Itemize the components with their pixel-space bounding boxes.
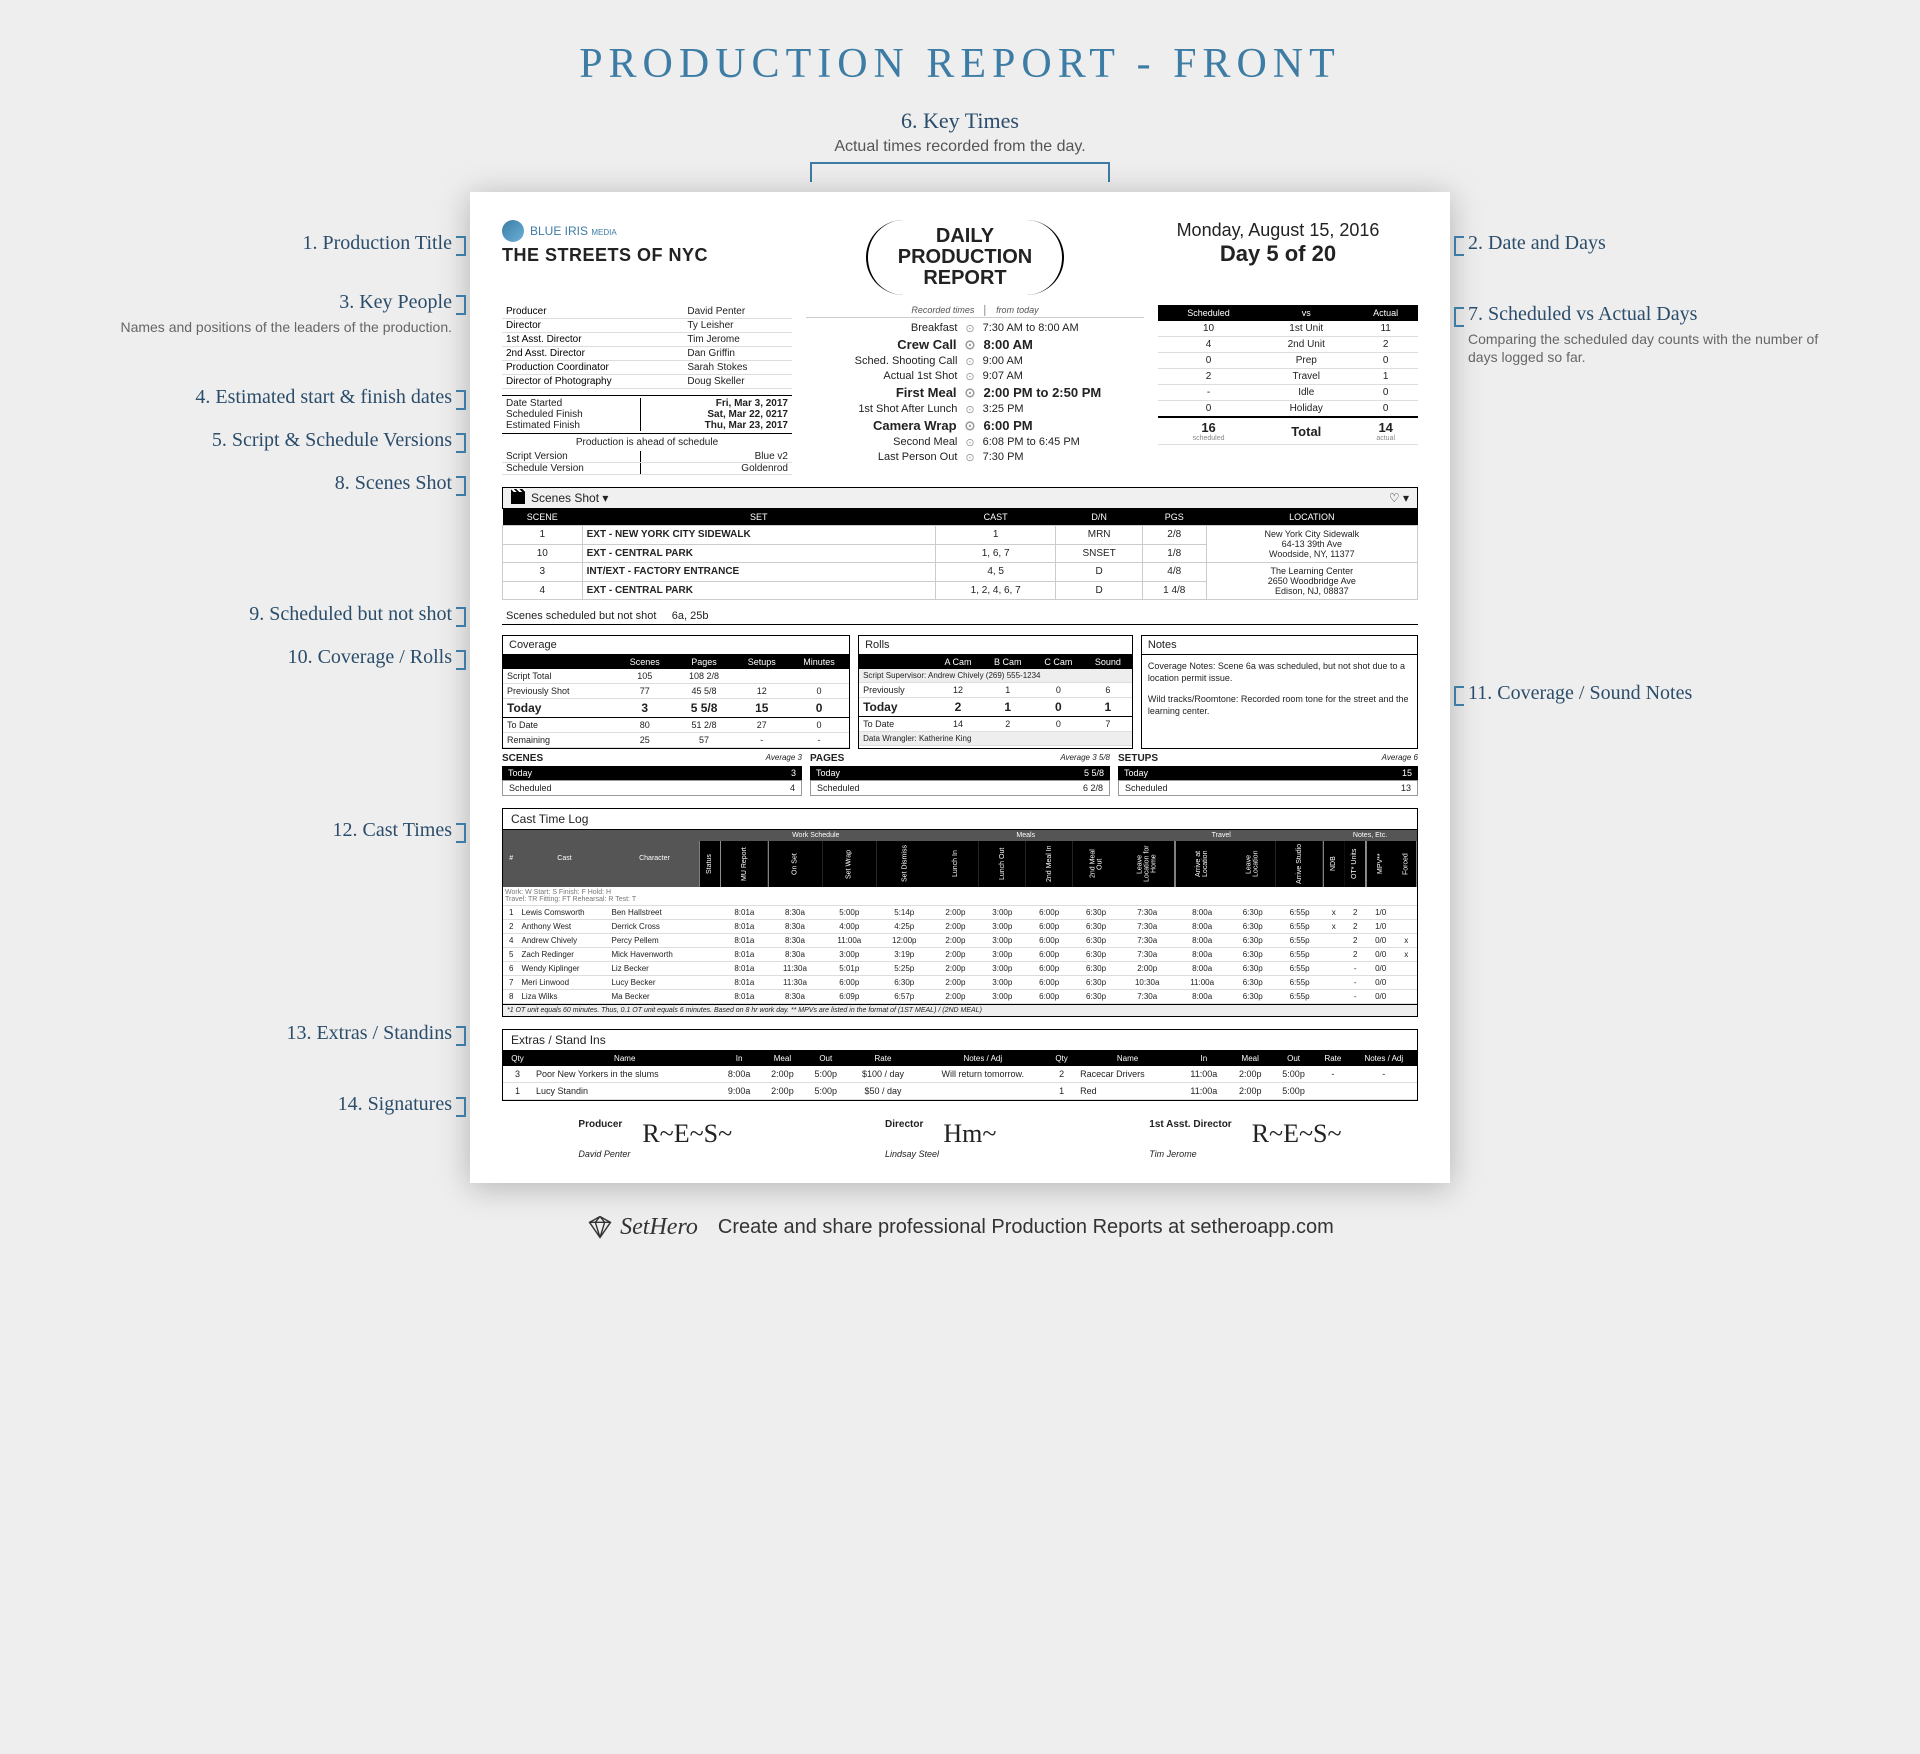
scheduled-vs-actual-table: ScheduledvsActual101st Unit1142nd Unit20… [1158, 305, 1418, 445]
brand-logo: SetHero [586, 1213, 698, 1241]
callout-6-desc: Actual times recorded from the day. [0, 138, 1920, 156]
rolls-box: Rolls A CamB CamC CamSoundScript Supervi… [858, 635, 1133, 749]
logo-text: BLUE IRIS [530, 224, 588, 238]
key-times-list: Recorded times│from today Breakfast⊙7:30… [806, 305, 1144, 465]
heart-icon: ♡ ▾ [1389, 491, 1409, 505]
cast-footnote: *1 OT unit equals 60 minutes. Thus, 0.1 … [503, 1004, 1417, 1016]
anno-title: 5. Script & Schedule Versions [90, 429, 452, 452]
key-people-table: ProducerDavid PenterDirectorTy Leisher1s… [502, 305, 792, 389]
footer-text: Create and share professional Production… [718, 1216, 1334, 1239]
report-title-block: DAILYPRODUCTIONREPORT [866, 220, 1064, 295]
slate-icon [511, 492, 525, 504]
dates-block: Date StartedFri, Mar 3, 2017Scheduled Fi… [502, 395, 792, 434]
anno-title: 7. Scheduled vs Actual Days [1468, 303, 1830, 326]
page-footer: SetHero Create and share professional Pr… [0, 1213, 1920, 1241]
signature: DirectorHm~Lindsay Steel [885, 1119, 996, 1159]
coverage-notes: Coverage Notes: Scene 6a was scheduled, … [1148, 661, 1411, 684]
report-day: Day 5 of 20 [1138, 241, 1418, 267]
notes-box: Notes Coverage Notes: Scene 6a was sched… [1141, 635, 1418, 749]
coverage-box: Coverage ScenesPagesSetupsMinutesScript … [502, 635, 850, 749]
report-date: Monday, August 15, 2016 [1138, 220, 1418, 241]
not-shot-row: Scenes scheduled but not shot 6a, 25b [502, 608, 1418, 625]
signatures-row: ProducerR~E~S~David Penter DirectorHm~Lin… [502, 1119, 1418, 1159]
extras-title: Extras / Stand Ins [503, 1030, 1417, 1051]
scenes-shot-header: Scenes Shot ▾ ♡ ▾ [502, 487, 1418, 509]
averages-row: SCENESAverage 3Today3Scheduled4PAGESAver… [502, 753, 1418, 796]
signature: 1st Asst. DirectorR~E~S~Tim Jerome [1149, 1119, 1341, 1159]
anno-title: 12. Cast Times [90, 819, 452, 842]
logo-sub: MEDIA [591, 228, 616, 237]
anno-title: 14. Signatures [90, 1093, 452, 1116]
anno-title: 2. Date and Days [1468, 232, 1830, 255]
page-title: PRODUCTION REPORT - FRONT [0, 0, 1920, 88]
sound-notes: Wild tracks/Roomtone: Recorded room tone… [1148, 694, 1411, 717]
cast-time-log-box: Cast Time Log #CastCharacterWork Schedul… [502, 808, 1418, 1017]
right-annotations: 2. Date and Days 7. Scheduled vs Actual D… [1450, 192, 1830, 725]
left-annotations: 1. Production Title 3. Key People Names an… [90, 192, 470, 1136]
anno-title: 10. Coverage / Rolls [90, 646, 452, 669]
anno-title: 1. Production Title [90, 232, 452, 255]
anno-title: 4. Estimated start & finish dates [90, 386, 452, 409]
anno-desc: Comparing the scheduled day counts with … [1468, 330, 1830, 366]
anno-title: 13. Extras / Standins [90, 1022, 452, 1045]
extras-box: Extras / Stand Ins QtyNameInMealOutRateN… [502, 1029, 1418, 1101]
report-title: DAILYPRODUCTIONREPORT [866, 220, 1064, 295]
callout-6-title: 6. Key Times [0, 108, 1920, 134]
callout-6: 6. Key Times Actual times recorded from … [0, 108, 1920, 182]
anno-title: 8. Scenes Shot [90, 472, 452, 495]
versions-block: Script VersionBlue v2Schedule VersionGol… [502, 451, 792, 475]
logo-block: BLUE IRIS MEDIA THE STREETS OF NYC [502, 220, 792, 266]
scenes-shot-table: SCENESETCASTD/NPGSLOCATION1EXT - NEW YOR… [502, 509, 1418, 600]
anno-title: 11. Coverage / Sound Notes [1468, 682, 1830, 705]
anno-title: 9. Scheduled but not shot [90, 603, 452, 626]
schedule-status: Production is ahead of schedule [502, 434, 792, 451]
signature: ProducerR~E~S~David Penter [578, 1119, 732, 1159]
cast-time-log-title: Cast Time Log [503, 809, 1417, 830]
logo-icon [502, 220, 524, 242]
diamond-icon [586, 1213, 614, 1241]
date-block: Monday, August 15, 2016 Day 5 of 20 [1138, 220, 1418, 267]
anno-title: 3. Key People [90, 291, 452, 314]
anno-desc: Names and positions of the leaders of th… [90, 318, 452, 336]
report-paper: BLUE IRIS MEDIA THE STREETS OF NYC DAILY… [470, 192, 1450, 1183]
production-title: THE STREETS OF NYC [502, 245, 792, 266]
